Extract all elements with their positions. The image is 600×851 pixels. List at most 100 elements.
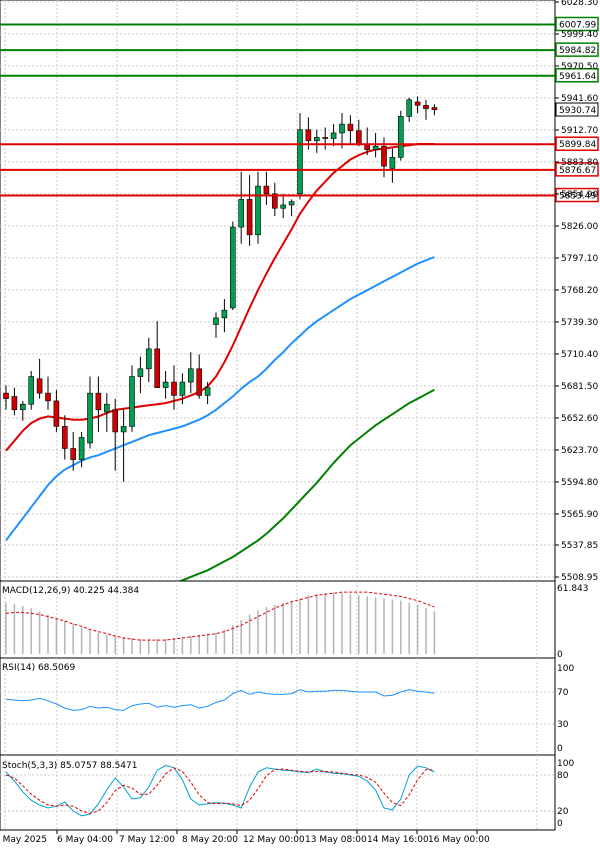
price-tick-label: 5797.10 — [561, 254, 598, 264]
candle-body — [70, 448, 76, 460]
price-tick-label: 5681.50 — [561, 382, 598, 392]
macd-tick-label: 61.843 — [557, 584, 589, 594]
candle-body — [179, 381, 186, 396]
rsi-panel[interactable]: RSI(14) 68.5069 100 70 30 0 — [0, 657, 574, 756]
candle-body — [255, 185, 261, 236]
candle-body — [53, 400, 60, 427]
time-tick-label: 8 May 20:00 — [182, 835, 238, 845]
price-tick-label: 5941.60 — [561, 94, 598, 104]
candle-body — [3, 392, 9, 399]
level-price-label: 5984.82 — [559, 46, 596, 56]
candle-body — [104, 403, 110, 413]
stoch-grid — [0, 755, 555, 830]
stoch-panel[interactable]: Stoch(5,3,3) 85.0757 88.5471 100 80 20 0 — [0, 754, 574, 831]
candle-body — [11, 396, 18, 411]
level-lines: 6007.99 5984.82 5961.64 5899.84 5876.67 5853.… — [0, 16, 599, 203]
candle-body — [213, 317, 219, 325]
price-tick-label: 5710.40 — [561, 350, 598, 360]
candle-body — [406, 99, 413, 117]
time-tick-label: 16 May 00:00 — [428, 835, 490, 845]
stoch-plot — [5, 764, 435, 817]
time-tick-label: 12 May 00:00 — [243, 835, 305, 845]
price-panel[interactable]: 6007.99 5984.82 5961.64 5899.84 5876.67 5853.… — [0, 0, 599, 688]
rsi-tick-label: 70 — [557, 688, 569, 698]
candle-body — [196, 368, 202, 396]
candle-body — [129, 376, 135, 427]
stoch-label: Stoch(5,3,3) 85.0757 88.5471 — [2, 761, 137, 771]
macd-axis: 61.843 0 — [557, 584, 589, 660]
candle-body — [280, 204, 287, 209]
candle-body — [45, 392, 51, 402]
level-price-box — [555, 162, 599, 177]
rsi-tick-label: 0 — [557, 744, 563, 754]
candle-body — [230, 226, 236, 309]
macd-label: MACD(12,26,9) 40.225 44.384 — [2, 586, 139, 596]
price-tick-label: 5594.80 — [561, 478, 598, 488]
time-tick-label: 14 May 16:00 — [367, 835, 429, 845]
price-tick-label: 5912.70 — [561, 126, 598, 136]
candle-body — [246, 199, 253, 236]
ma-fast-line — [5, 143, 435, 452]
candle-body — [36, 378, 43, 394]
time-axis: 5 May 2025 6 May 04:00 7 May 12:00 8 May 20… — [0, 830, 490, 845]
rsi-panel-border — [0, 657, 556, 756]
stoch-main-line — [5, 764, 435, 817]
rsi-tick-label: 30 — [557, 720, 569, 730]
stoch-axis: 100 80 20 0 — [557, 759, 574, 829]
candle-body — [297, 129, 303, 195]
level-price-label: 5899.84 — [559, 140, 596, 150]
price-axis: 6028.30 5999.40 5970.50 5941.60 5912.70 5883.… — [555, 0, 598, 583]
rsi-line — [5, 689, 435, 711]
candle-body — [423, 104, 429, 109]
candle-body — [322, 137, 329, 139]
level-price-box — [555, 42, 599, 57]
macd-panel-border — [0, 580, 556, 659]
price-tick-label: 5565.90 — [561, 510, 598, 520]
price-tick-label: 5623.70 — [561, 446, 598, 456]
macd-panel[interactable]: MACD(12,26,9) 40.225 44.384 61.843 0 — [0, 580, 589, 660]
candle-body — [414, 101, 421, 106]
price-tick-label: 5826.00 — [561, 222, 598, 232]
rsi-tick-label: 100 — [557, 664, 574, 674]
candle-body — [313, 137, 320, 142]
current-price-label: 5930.74 — [559, 106, 596, 116]
candle-body — [221, 309, 228, 319]
candle-body — [330, 132, 337, 139]
level-price-label: 5961.64 — [559, 72, 596, 82]
price-tick-label: 5537.85 — [561, 541, 598, 551]
stoch-tick-label: 20 — [557, 807, 569, 817]
level-price-box — [555, 16, 599, 32]
candle-body — [431, 107, 438, 111]
price-tick-label: 5854.90 — [561, 190, 598, 200]
candle-body — [28, 376, 35, 405]
price-tick-label: 5970.50 — [561, 62, 598, 72]
level-price-box — [555, 68, 599, 83]
level-price-label: 6007.99 — [559, 20, 596, 30]
price-tick-label: 5999.40 — [561, 30, 598, 40]
price-tick-label: 5739.30 — [561, 318, 598, 328]
level-price-box — [555, 136, 599, 151]
time-tick-label: 6 May 04:00 — [57, 835, 113, 845]
price-panel-border — [0, 0, 556, 582]
time-tick-label: 7 May 12:00 — [119, 835, 175, 845]
candle-body — [162, 381, 169, 388]
stoch-panel-border — [0, 754, 556, 831]
price-tick-label: 5768.20 — [561, 286, 598, 296]
candle-body — [381, 145, 387, 167]
level-price-label: 5853.49 — [559, 192, 596, 202]
macd-tick-label: 0 — [557, 650, 563, 660]
level-price-box — [555, 187, 599, 203]
candle-body — [271, 193, 278, 209]
candles — [3, 96, 438, 482]
rsi-plot — [5, 689, 435, 711]
candle-body — [355, 130, 362, 145]
current-price-box — [555, 102, 599, 117]
stoch-tick-label: 80 — [557, 771, 569, 781]
candle-body — [204, 387, 211, 396]
candle-body — [339, 123, 345, 134]
candle-body — [171, 381, 177, 396]
time-tick-label: 5 May 2025 — [0, 835, 47, 845]
candle-body — [238, 199, 244, 228]
candle-body — [112, 409, 118, 433]
